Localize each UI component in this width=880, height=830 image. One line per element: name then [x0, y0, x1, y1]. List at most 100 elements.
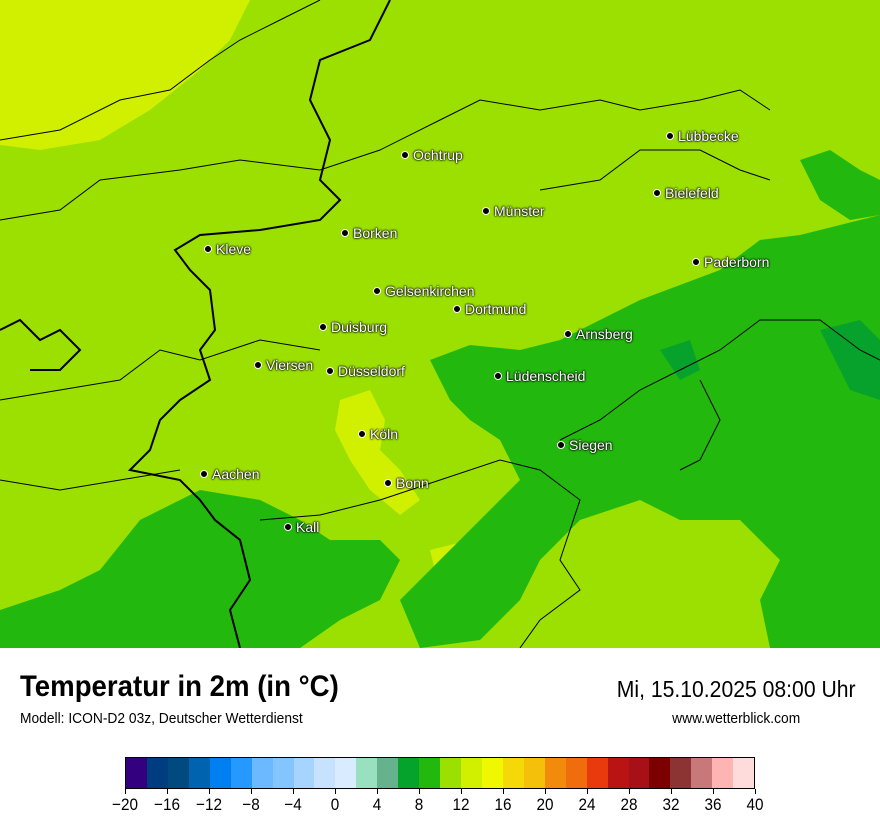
city-label: Duisburg — [331, 319, 388, 335]
colorbar-tick-label: 36 — [704, 795, 722, 814]
city-dot-icon — [358, 430, 366, 438]
colorbar-swatch — [607, 758, 629, 788]
colorbar-tick-label: 16 — [494, 795, 512, 814]
colorbar-swatch — [586, 758, 608, 788]
city-marker: Köln — [358, 426, 398, 442]
city-label: Köln — [370, 426, 399, 442]
city-label: Viersen — [266, 357, 314, 373]
city-marker: Lübbecke — [666, 128, 739, 144]
country-borders — [0, 0, 391, 648]
colorbar-swatch — [670, 758, 692, 788]
city-marker: Münster — [482, 203, 545, 219]
city-dot-icon — [666, 132, 674, 140]
map-title: Temperatur in 2m (in °C) — [20, 670, 339, 703]
colorbar-tick-label: −20 — [112, 795, 138, 814]
colorbar-swatch — [565, 758, 587, 788]
city-label: Ochtrup — [413, 147, 463, 163]
city-dot-icon — [482, 207, 490, 215]
colorbar-tick-label: −4 — [284, 795, 302, 814]
forecast-datetime: Mi, 15.10.2025 08:00 Uhr — [617, 676, 856, 702]
city-label: Bielefeld — [665, 185, 719, 201]
colorbar-tick-label: 28 — [620, 795, 638, 814]
colorbar-tick-label: 4 — [372, 795, 382, 814]
city-label: Lübbecke — [678, 128, 739, 144]
city-marker: Gelsenkirchen — [373, 283, 475, 299]
city-dot-icon — [341, 229, 349, 237]
colorbar-swatch — [356, 758, 378, 788]
city-label: Borken — [353, 225, 398, 241]
city-dot-icon — [557, 441, 565, 449]
colorbar-tick-label: 40 — [746, 795, 764, 814]
colorbar-tick-label: 12 — [452, 795, 470, 814]
colorbar-tick — [334, 789, 336, 794]
region-8-10-southwest — [0, 490, 400, 648]
colorbar-tick-label: 32 — [662, 795, 680, 814]
colorbar-tick — [712, 789, 714, 794]
city-dot-icon — [653, 189, 661, 197]
colorbar-swatch — [314, 758, 336, 788]
colorbar-swatch — [293, 758, 315, 788]
colorbar-tick — [418, 789, 420, 794]
colorbar-swatch — [712, 758, 734, 788]
colorbar-swatch — [523, 758, 545, 788]
region-12-14-koeln — [335, 390, 420, 515]
colorbar-swatch — [188, 758, 210, 788]
colorbar-swatch — [335, 758, 357, 788]
city-label: Münster — [494, 203, 545, 219]
colorbar-tick-label: −8 — [242, 795, 260, 814]
colorbar-swatch — [167, 758, 189, 788]
city-marker: Arnsberg — [564, 326, 633, 342]
city-label: Lüdenscheid — [506, 368, 586, 384]
city-marker: Siegen — [557, 437, 613, 453]
colorbar-swatch — [502, 758, 524, 788]
colorbar-tick — [670, 789, 672, 794]
colorbar-tick — [502, 789, 504, 794]
city-marker: Düsseldorf — [326, 363, 405, 379]
region-12-14-northwest — [0, 0, 250, 150]
temperature-map — [0, 0, 880, 648]
colorbar-swatch — [544, 758, 566, 788]
colorbar-swatch — [461, 758, 482, 788]
region-8-10-northeast — [800, 150, 880, 220]
city-label: Dortmund — [465, 301, 527, 317]
colorbar — [125, 757, 755, 789]
colorbar-ticks: −20 −16 −12 −8 −4 0 4 8 12 16 20 24 28 32 36 40 — [112, 789, 764, 819]
city-label: Aachen — [212, 466, 260, 482]
colorbar-tick-label: 20 — [536, 795, 554, 814]
colorbar-swatch — [146, 758, 168, 788]
city-dot-icon — [319, 323, 327, 331]
city-dot-icon — [200, 470, 208, 478]
city-marker: Bonn — [384, 475, 429, 491]
colorbar-swatch — [126, 758, 147, 788]
city-dot-icon — [204, 245, 212, 253]
city-marker: Ochtrup — [401, 147, 463, 163]
city-dot-icon — [692, 258, 700, 266]
colorbar-tick — [124, 789, 126, 794]
city-label: Düsseldorf — [338, 363, 405, 379]
colorbar-tick — [754, 789, 756, 794]
colorbar-swatch — [733, 758, 755, 788]
city-marker: Lüdenscheid — [494, 368, 585, 384]
city-marker: Borken — [341, 225, 397, 241]
city-marker: Paderborn — [692, 254, 769, 270]
colorbar-tick-label: 24 — [578, 795, 596, 814]
colorbar-tick — [208, 789, 210, 794]
city-label: Kall — [296, 519, 320, 535]
city-marker: Kleve — [204, 241, 251, 257]
colorbar-tick — [544, 789, 546, 794]
colorbar-swatch — [377, 758, 399, 788]
city-marker: Kall — [284, 519, 319, 535]
city-label: Paderborn — [704, 254, 770, 270]
city-label: Siegen — [569, 437, 613, 453]
city-marker: Aachen — [200, 466, 259, 482]
colorbar-swatch — [251, 758, 273, 788]
city-marker: Bielefeld — [653, 185, 719, 201]
city-label: Gelsenkirchen — [385, 283, 475, 299]
colorbar-swatch — [628, 758, 650, 788]
city-dot-icon — [453, 305, 461, 313]
city-dot-icon — [494, 372, 502, 380]
city-dot-icon — [373, 287, 381, 295]
website-credit: www.wetterblick.com — [671, 710, 800, 727]
colorbar-tick — [376, 789, 378, 794]
colorbar-tick — [292, 789, 294, 794]
